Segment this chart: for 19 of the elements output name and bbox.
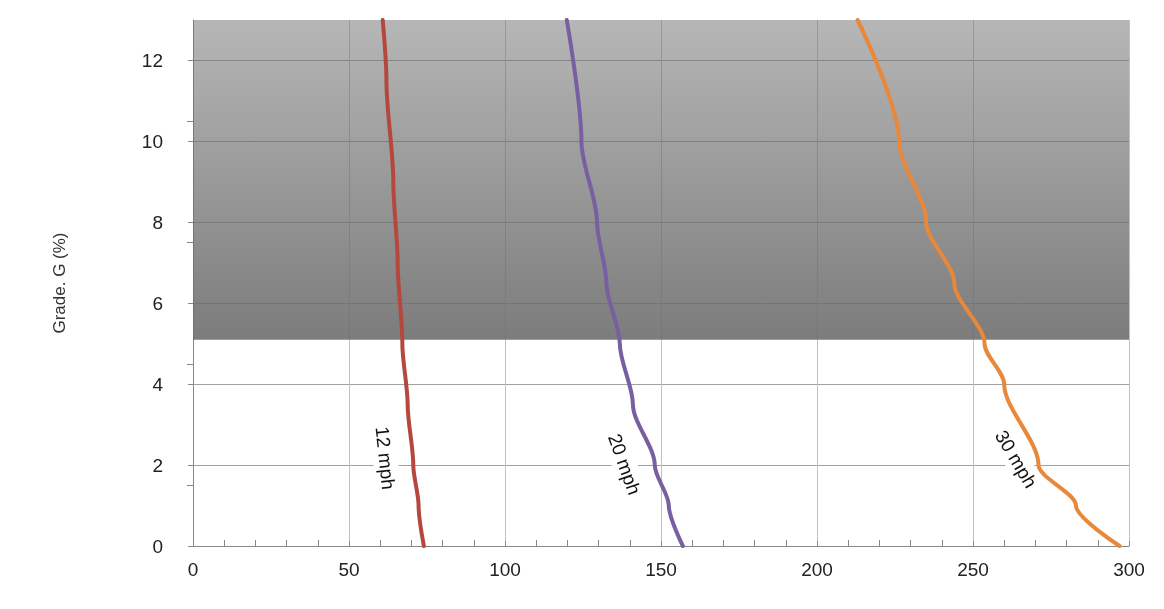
x-tick-label: 0 [187, 559, 199, 580]
y-tick-label: 10 [141, 130, 163, 152]
x-tick-label: 50 [338, 559, 360, 580]
line-series [855, 18, 1122, 548]
x-tick-label: 300 [1113, 559, 1145, 580]
x-tick-label: 150 [645, 559, 677, 580]
text: 20 mph [604, 430, 645, 498]
y-axis-title: Grade. G (%) [50, 232, 69, 334]
x-tick-label: 200 [801, 559, 833, 580]
y-tick-label: 12 [141, 49, 163, 71]
text: 12 mph [371, 425, 400, 491]
y-tick-label: 6 [152, 292, 163, 314]
y-tick-label: 0 [152, 535, 163, 557]
x-tick-label: 250 [957, 559, 989, 580]
y-tick-label: 2 [152, 454, 163, 476]
x-tick-label: 100 [489, 559, 521, 580]
y-tick-label: 4 [152, 373, 164, 395]
line-series [564, 18, 685, 548]
y-tick-label: 8 [152, 211, 163, 233]
